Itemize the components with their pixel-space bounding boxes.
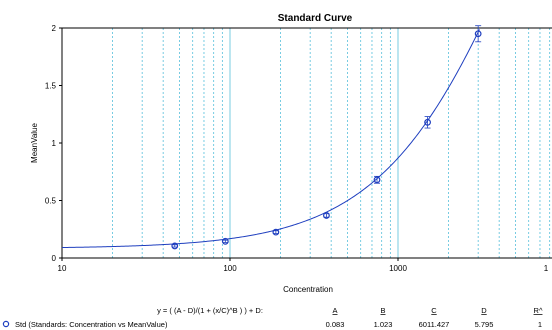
fit-value-c: 6011.427 bbox=[419, 320, 450, 329]
axes bbox=[61, 27, 552, 259]
fit-value-b: 1.023 bbox=[374, 320, 393, 329]
x-tick-label: 1 bbox=[544, 264, 549, 273]
y-tick-label: 0.5 bbox=[45, 197, 57, 206]
fit-header-a: A bbox=[332, 306, 337, 315]
data-points bbox=[171, 25, 482, 250]
data-point bbox=[424, 118, 431, 126]
x-tick-label: 100 bbox=[223, 264, 237, 273]
data-point bbox=[474, 30, 482, 38]
data-point bbox=[323, 212, 330, 219]
y-tick-label: 1 bbox=[52, 139, 57, 148]
fit-curve bbox=[61, 29, 480, 249]
grid-lines bbox=[112, 28, 551, 258]
fit-curve-group bbox=[61, 29, 480, 249]
fit-value-d: 5.795 bbox=[475, 320, 494, 329]
fit-header-r: R^ bbox=[534, 306, 543, 315]
y-axis-label: MeanValue bbox=[30, 123, 39, 163]
data-point bbox=[373, 176, 381, 184]
x-tick-label: 1000 bbox=[389, 264, 407, 273]
x-tick-label: 10 bbox=[58, 264, 67, 273]
fit-header-d: D bbox=[481, 306, 487, 315]
fit-header-c: C bbox=[431, 306, 437, 315]
legend-marker-icon bbox=[2, 320, 10, 328]
tick-labels: 0 0.5 1 1.5 2 10 100 1000 1 bbox=[45, 24, 549, 273]
fit-header-b: B bbox=[380, 306, 385, 315]
x-axis-label: Concentration bbox=[283, 285, 333, 294]
data-point bbox=[272, 228, 280, 236]
fit-value-r: 1 bbox=[538, 320, 542, 329]
chart-title: Standard Curve bbox=[278, 13, 353, 24]
plot-frame bbox=[61, 27, 552, 259]
legend-series-name: Std (Standards: Concentration vs MeanVal… bbox=[15, 320, 168, 329]
y-tick-label: 1.5 bbox=[45, 82, 57, 91]
fit-equation: y = ( (A - D)/(1 + (x/C)^B ) ) + D: bbox=[157, 306, 263, 315]
data-point bbox=[221, 237, 229, 245]
fit-legend: y = ( (A - D)/(1 + (x/C)^B ) ) + D: A B … bbox=[2, 306, 543, 329]
y-tick-label: 2 bbox=[52, 24, 57, 33]
y-tick-label: 0 bbox=[52, 254, 57, 263]
fit-value-a: 0.083 bbox=[326, 320, 345, 329]
data-point bbox=[171, 242, 179, 250]
